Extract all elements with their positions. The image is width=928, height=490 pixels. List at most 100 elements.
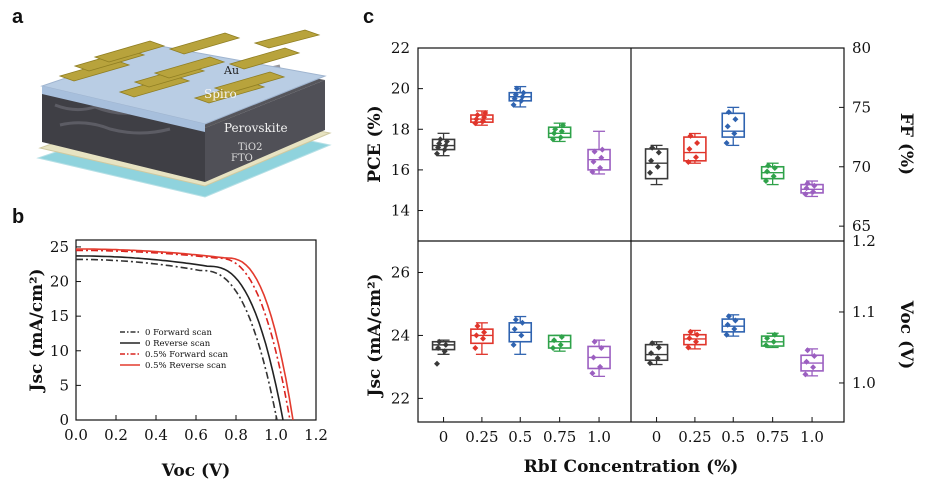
layer-label-fto: FTO: [231, 153, 253, 164]
box-jsc-1.0: [587, 338, 611, 378]
data-point: [648, 157, 655, 164]
box-jsc-0: [431, 338, 456, 367]
data-point: [473, 332, 480, 339]
data-point: [519, 93, 526, 100]
jv-y-tick-label: 20: [50, 273, 69, 291]
y-tick-label: 26: [391, 263, 410, 281]
y-tick-label: 24: [391, 326, 410, 344]
jv-y-tick-label: 15: [50, 307, 69, 325]
data-point: [649, 340, 656, 347]
au-strip-6: [153, 56, 226, 79]
data-point: [597, 164, 604, 171]
jv-legend-label-2: 0.5% Forward scan: [145, 350, 229, 360]
layer-label-spiro: Spiro: [204, 87, 237, 101]
data-point: [802, 191, 809, 198]
box-pce-0.75: [547, 122, 572, 143]
data-point: [810, 364, 817, 371]
box-jsc-0.75: [547, 334, 572, 352]
x-tick-label: 0.75: [543, 428, 576, 446]
x-tick-label: 0.25: [678, 428, 711, 446]
data-point: [512, 316, 519, 323]
data-point: [472, 345, 479, 351]
data-point: [474, 112, 481, 118]
data-point: [557, 341, 564, 348]
layer-label-perovskite: Perovskite: [224, 121, 288, 135]
x-tick-label: 1.0: [587, 428, 611, 446]
data-point: [770, 338, 777, 345]
data-point: [590, 354, 597, 361]
data-point: [436, 338, 443, 345]
x-tick-label: 0.5: [721, 428, 745, 446]
jv-curve-1: [76, 255, 284, 421]
box-iqr: [470, 328, 494, 345]
box-content: 14 16 18 20 22 65 70 75 80 22 24 26 1.0 1.1 1.2 0 0.25 0.…: [391, 39, 876, 446]
box-voc-0.75: [760, 331, 785, 349]
data-point: [686, 335, 693, 342]
data-point: [434, 150, 440, 157]
data-point: [599, 146, 606, 153]
panel-label-b: b: [12, 206, 24, 228]
y-tick-label: 70: [852, 158, 871, 176]
data-point: [693, 338, 699, 345]
jv-x-tick-label: 0.8: [224, 426, 248, 444]
data-point: [591, 338, 598, 345]
data-point: [520, 89, 527, 96]
data-point: [724, 123, 731, 130]
data-point: [655, 149, 662, 156]
ff-axis-title: FF (%): [896, 113, 916, 175]
data-point: [480, 335, 486, 342]
x-tick-label: 0: [652, 428, 662, 446]
box-voc-0.25: [683, 328, 707, 351]
data-point: [763, 342, 769, 349]
au-strip-9: [228, 47, 301, 70]
data-point: [518, 332, 525, 339]
data-point: [731, 326, 738, 332]
jv-y-tick-label: 5: [59, 376, 69, 394]
au-strip-8: [168, 32, 241, 55]
jv-y-tick-label: 0: [59, 411, 69, 429]
data-point: [558, 334, 565, 340]
y-tick-label: 16: [391, 161, 410, 179]
spiro-front: [42, 86, 205, 132]
layer-label-au: Au: [223, 64, 239, 77]
data-point: [804, 180, 811, 187]
jv-curves: [76, 248, 294, 421]
data-point: [763, 178, 769, 184]
data-point: [723, 331, 730, 338]
data-point: [803, 185, 810, 192]
data-point: [685, 344, 692, 351]
jsc-box-axis-title: Jsc (mA/cm²): [365, 273, 385, 398]
data-point: [685, 159, 692, 165]
data-point: [765, 162, 772, 169]
data-point: [649, 144, 656, 151]
data-point: [598, 154, 605, 161]
data-point: [437, 136, 444, 143]
data-point: [591, 148, 598, 155]
jv-y-axis-title: Jsc (mA/cm²): [27, 268, 47, 393]
data-point: [804, 347, 811, 354]
box-iqr: [683, 136, 707, 162]
perovskite-front: [42, 90, 205, 182]
data-point: [687, 328, 694, 335]
y-tick-label: 1.0: [852, 374, 876, 392]
data-point: [724, 321, 731, 328]
data-point: [443, 138, 450, 145]
data-point: [687, 132, 694, 139]
jv-x-tick-label: 0.6: [184, 426, 208, 444]
data-point: [693, 154, 699, 161]
au-strip-10: [253, 29, 321, 49]
jv-curve-0: [76, 258, 278, 421]
box-ff-0.75: [760, 162, 785, 186]
device-schematic: Au Spiro Perovskite TiO2 FTO: [36, 29, 332, 198]
data-point: [510, 101, 517, 108]
box-voc-0: [644, 340, 669, 367]
data-point: [441, 146, 448, 153]
layer-label-tio2: TiO2: [238, 142, 262, 153]
y-tick-label: 22: [391, 39, 410, 57]
box-voc-0.5: [721, 313, 746, 338]
jv-x-tick-label: 0.0: [64, 426, 88, 444]
data-point: [558, 128, 565, 135]
data-point: [648, 350, 655, 357]
y-tick-label: 14: [391, 202, 410, 220]
data-point: [442, 341, 449, 348]
